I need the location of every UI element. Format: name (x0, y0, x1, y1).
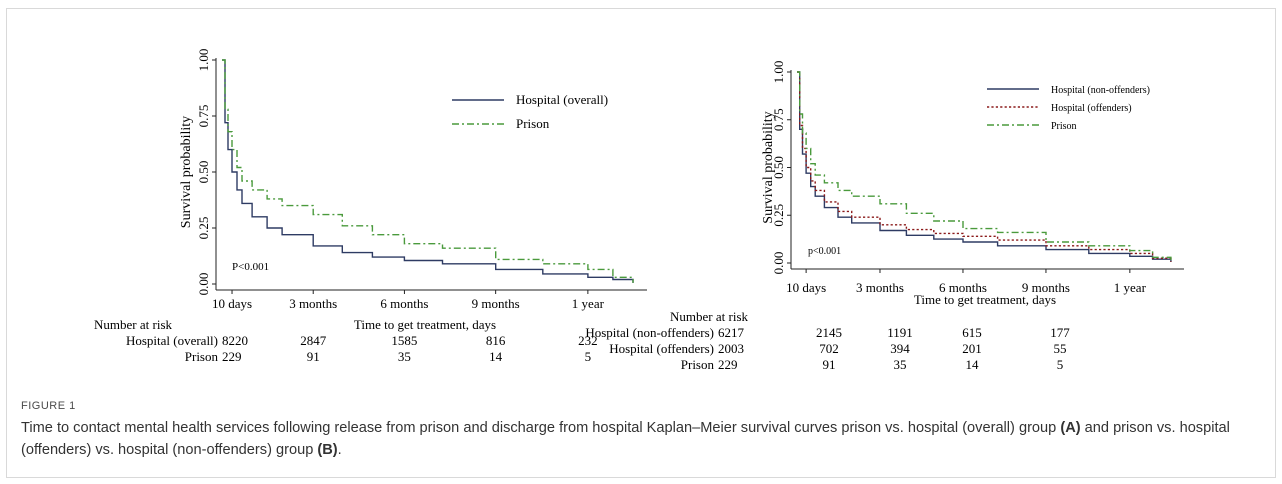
risk-cell: 35 (894, 357, 907, 372)
y-tick-label: 0.50 (771, 156, 786, 179)
risk-cell: 615 (962, 325, 982, 340)
risk-cell: 201 (962, 341, 982, 356)
risk-cell: 1585 (391, 333, 417, 348)
risk-table-title: Number at risk (670, 309, 748, 324)
x-axis-label: Time to get treatment, days (914, 292, 1056, 307)
y-tick-label: 0.00 (196, 273, 211, 296)
panel-b-chart: 0.00 0.25 0.50 0.75 1.00 Survival probability… (585, 61, 1184, 372)
x-tick-label: 3 months (289, 296, 337, 311)
risk-cell: 232 (578, 333, 598, 348)
legend-label: Prison (1051, 121, 1077, 132)
risk-cell: 229 (718, 357, 738, 372)
risk-cell: 2003 (718, 341, 744, 356)
risk-cell: 394 (890, 341, 910, 356)
risk-row-label: Hospital (offenders) (609, 341, 714, 356)
risk-cell: 2145 (816, 325, 842, 340)
caption-text: Time to contact mental health services f… (21, 420, 1061, 436)
risk-cell: 2847 (300, 333, 327, 348)
risk-row-label: Hospital (overall) (126, 333, 218, 348)
risk-cell: 55 (1054, 341, 1067, 356)
risk-row-label: Prison (185, 349, 219, 364)
x-tick-label: 9 months (472, 296, 520, 311)
y-tick-label: 0.25 (771, 204, 786, 227)
risk-cell: 91 (823, 357, 836, 372)
risk-cell: 229 (222, 349, 242, 364)
risk-table-title: Number at risk (94, 317, 172, 332)
figure-label: FIGURE 1 (21, 400, 76, 412)
series-line-hospital-offenders (797, 71, 1172, 262)
series-line-prison (797, 71, 1172, 262)
caption-text-mid: and prison vs. hospital (offenders) vs. … (21, 420, 1230, 458)
x-tick-label: 3 months (856, 280, 904, 295)
risk-cell: 177 (1050, 325, 1070, 340)
series-line-prison (222, 59, 634, 283)
risk-row-label: Prison (681, 357, 715, 372)
risk-cell: 14 (489, 349, 503, 364)
y-tick-label: 0.25 (196, 217, 211, 240)
risk-cell: 5 (585, 349, 592, 364)
y-tick-label: 0.50 (196, 161, 211, 184)
risk-cell: 14 (966, 357, 980, 372)
x-axis-label: Time to get treatment, days (354, 317, 496, 332)
x-tick-label: 9 months (1022, 280, 1070, 295)
risk-row-label: Hospital (non-offenders) (585, 325, 714, 340)
series-line-hospital-overall (222, 59, 634, 283)
risk-cell: 702 (819, 341, 839, 356)
x-tick-label: 10 days (212, 296, 252, 311)
risk-cell: 6217 (718, 325, 745, 340)
x-tick-label: 6 months (380, 296, 428, 311)
survival-figure: 0.00 0.25 0.50 0.75 1.00 Survival probability… (94, 49, 1184, 372)
p-value-annotation: P<0.001 (232, 261, 269, 273)
risk-cell: 5 (1057, 357, 1064, 372)
legend-label: Hospital (overall) (516, 92, 608, 107)
caption-text-end: . (337, 442, 342, 458)
legend-label: Hospital (offenders) (1051, 103, 1132, 114)
x-tick-label: 10 days (786, 280, 826, 295)
y-tick-label: 1.00 (196, 49, 211, 72)
risk-cell: 816 (486, 333, 506, 348)
risk-cell: 91 (307, 349, 320, 364)
legend-label: Prison (516, 116, 550, 131)
y-axis-label: Survival probability (179, 116, 194, 228)
legend-label: Hospital (non-offenders) (1051, 85, 1150, 96)
y-tick-label: 0.75 (196, 105, 211, 128)
caption-panel-a-ref: (A) (1060, 420, 1081, 436)
x-tick-label: 1 year (1114, 280, 1147, 295)
risk-cell: 1191 (887, 325, 913, 340)
series-line-hospital-non-offenders (797, 71, 1172, 262)
y-tick-label: 0.00 (771, 252, 786, 275)
y-axis-label: Survival probability (761, 111, 776, 223)
risk-cell: 8220 (222, 333, 248, 348)
panel-a-chart: 0.00 0.25 0.50 0.75 1.00 Survival probability… (94, 49, 647, 364)
figure-frame (6, 8, 1276, 478)
figure-caption: Time to contact mental health services f… (21, 417, 1236, 461)
y-tick-label: 1.00 (771, 61, 786, 84)
x-tick-label: 6 months (939, 280, 987, 295)
risk-cell: 35 (398, 349, 411, 364)
p-value-annotation: p<0.001 (808, 246, 841, 257)
caption-panel-b-ref: (B) (317, 442, 338, 458)
y-tick-label: 0.75 (771, 108, 786, 131)
x-tick-label: 1 year (572, 296, 605, 311)
